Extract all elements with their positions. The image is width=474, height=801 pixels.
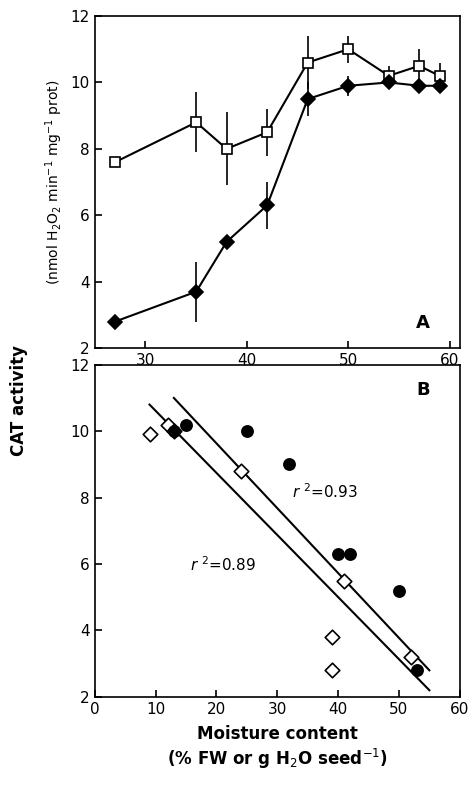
Point xyxy=(340,574,348,587)
Point xyxy=(170,425,178,437)
Text: B: B xyxy=(416,381,429,400)
Point xyxy=(413,664,421,677)
Text: A: A xyxy=(416,314,430,332)
Point xyxy=(334,548,342,561)
Text: CAT activity: CAT activity xyxy=(10,345,28,456)
Point xyxy=(395,584,403,597)
Point xyxy=(170,425,178,437)
Point xyxy=(146,428,153,441)
Y-axis label: (nmol H$_2$O$_2$ min$^{-1}$ mg$^{-1}$ prot): (nmol H$_2$O$_2$ min$^{-1}$ mg$^{-1}$ pr… xyxy=(44,79,65,284)
Point xyxy=(328,664,336,677)
Text: $r$ $^2$=0.89: $r$ $^2$=0.89 xyxy=(190,555,255,574)
Point xyxy=(407,650,415,663)
Text: $r$ $^2$=0.93: $r$ $^2$=0.93 xyxy=(292,482,358,501)
Point xyxy=(243,425,251,437)
Point xyxy=(328,630,336,643)
X-axis label: Moisture content
(% FW or g H$_2$O seed$^{-1}$): Moisture content (% FW or g H$_2$O seed$… xyxy=(167,725,388,771)
Point xyxy=(182,418,190,431)
Point xyxy=(286,458,293,471)
Point xyxy=(237,465,245,477)
X-axis label: Days after flowering: Days after flowering xyxy=(182,373,373,392)
Point xyxy=(346,548,354,561)
Point xyxy=(164,418,172,431)
